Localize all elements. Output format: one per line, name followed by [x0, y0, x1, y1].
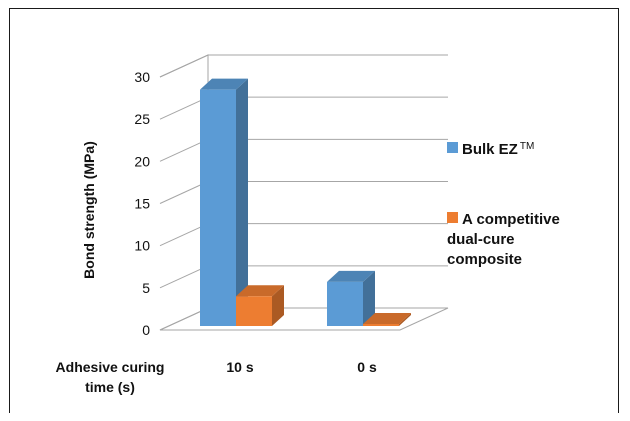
bar-side: [363, 270, 375, 326]
y-tick-label: 20: [134, 153, 150, 169]
bar-competitive-0s: [363, 313, 411, 326]
y-tick-label: 0: [142, 322, 150, 338]
bar-bulk-ez-0s: [327, 270, 375, 326]
x-axis-label: Adhesive curing time (s): [56, 359, 165, 395]
y-axis-ticks: 0 5 10 15 20 25 30: [134, 69, 150, 338]
legend-label-competitive: A competitive dual-cure composite: [447, 211, 560, 268]
bars: [200, 78, 411, 327]
bar-competitive-10s: [236, 285, 284, 326]
y-tick-label: 25: [134, 111, 150, 127]
x-tick-label: 10 s: [226, 359, 253, 375]
y-tick-label: 5: [142, 280, 150, 296]
gridline-diagonal: [159, 54, 209, 78]
bar-side: [236, 78, 248, 327]
legend-swatch-competitive: [447, 212, 458, 223]
bar-top: [327, 270, 375, 282]
bar-bulk-ez-10s: [200, 78, 248, 327]
legend-swatch-bulk-ez: [447, 142, 458, 153]
y-tick-label: 30: [134, 69, 150, 85]
bar-front: [327, 281, 363, 326]
bar-front: [236, 296, 272, 326]
chart-frame: [9, 8, 619, 413]
y-tick-label: 15: [134, 196, 150, 212]
bar-top: [236, 285, 284, 297]
y-tick-label: 10: [134, 238, 150, 254]
category-labels: 10 s 0 s: [226, 359, 377, 375]
legend: Bulk EZ TM A competitive dual-cure composit…: [447, 141, 560, 268]
bar-top: [363, 313, 411, 324]
trademark-sup: TM: [520, 141, 534, 152]
bar-front: [200, 89, 236, 327]
bar-top: [200, 78, 248, 90]
bar-side: [272, 285, 284, 326]
y-axis-label: Bond strength (MPa): [81, 141, 97, 279]
legend-label-bulk-ez: Bulk EZ TM: [462, 141, 534, 158]
bar-front: [363, 324, 399, 326]
bar-side: [399, 313, 411, 326]
x-tick-label: 0 s: [357, 359, 377, 375]
